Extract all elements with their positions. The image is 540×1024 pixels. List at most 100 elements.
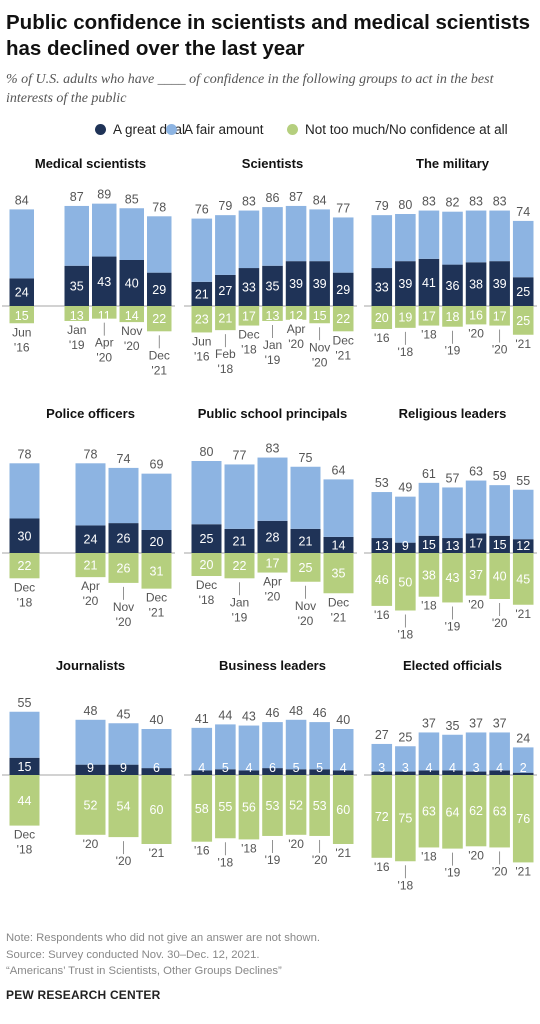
bar-not-too-much bbox=[191, 775, 213, 842]
great-deal-label: 3 bbox=[473, 761, 480, 775]
bar-not-too-much bbox=[371, 553, 393, 606]
not-too-much-label: 17 bbox=[422, 309, 436, 323]
bar-great-deal bbox=[108, 764, 139, 775]
great-deal-label: 28 bbox=[266, 530, 280, 544]
tick-label: Nov bbox=[309, 340, 330, 354]
total-label: 48 bbox=[84, 704, 98, 718]
tick-label: Jan bbox=[230, 595, 249, 609]
bar-not-too-much bbox=[75, 553, 106, 578]
total-label: 40 bbox=[150, 713, 164, 727]
total-label: 83 bbox=[266, 442, 280, 456]
not-too-much-label: 60 bbox=[150, 803, 164, 817]
chart-panel: Public school principals802520Dec'187721… bbox=[184, 406, 357, 628]
total-label: 48 bbox=[289, 704, 303, 718]
bar-great-deal bbox=[147, 272, 172, 306]
tick-label: '16 bbox=[194, 349, 210, 363]
total-label: 43 bbox=[242, 710, 256, 724]
total-label: 55 bbox=[516, 474, 530, 488]
bar-great-deal bbox=[224, 528, 255, 553]
bar-fair-amount bbox=[465, 480, 487, 534]
bar-not-too-much bbox=[442, 306, 463, 327]
bar-great-deal bbox=[371, 771, 393, 775]
bar-fair-amount bbox=[75, 463, 106, 526]
bar-great-deal bbox=[442, 264, 463, 306]
total-label: 84 bbox=[313, 193, 327, 207]
bar-not-too-much bbox=[395, 553, 416, 611]
great-deal-label: 5 bbox=[316, 761, 323, 775]
chart-panel: Journalists 55 15 44 Dec'18 48 9 52 '20 45 9 54 '20 4… bbox=[2, 658, 175, 868]
bar-great-deal bbox=[285, 769, 307, 775]
not-too-much-label: 38 bbox=[422, 568, 436, 582]
bar-not-too-much bbox=[332, 306, 354, 332]
total-label: 83 bbox=[422, 195, 436, 209]
small-multiples-svg: Medical scientists842415Jun'16873513Jan'… bbox=[2, 156, 537, 892]
tick-label: Dec bbox=[238, 328, 259, 342]
total-label: 84 bbox=[15, 193, 29, 207]
great-deal-label: 35 bbox=[70, 279, 84, 293]
tick-label: '21 bbox=[335, 348, 351, 362]
total-label: 44 bbox=[218, 708, 232, 722]
chart-panel: The military 79 33 20 '16 80 39 19 '18 83 41 17 '18 8… bbox=[364, 156, 537, 359]
panel-title: The military bbox=[416, 156, 490, 171]
tick-label: '18 bbox=[241, 841, 257, 855]
great-deal-label: 20 bbox=[150, 535, 164, 549]
bar-fair-amount bbox=[489, 732, 510, 771]
total-label: 24 bbox=[516, 731, 530, 745]
total-label: 59 bbox=[493, 469, 507, 483]
tick-label: '20 bbox=[116, 854, 132, 868]
tick-label: '19 bbox=[445, 619, 461, 633]
not-too-much-label: 45 bbox=[516, 572, 530, 586]
great-deal-label: 24 bbox=[84, 533, 98, 547]
bar-not-too-much bbox=[290, 553, 321, 582]
bar-fair-amount bbox=[309, 209, 330, 262]
bar-great-deal bbox=[285, 261, 307, 306]
panel-title: Public school principals bbox=[198, 406, 348, 421]
bar-fair-amount bbox=[191, 727, 213, 771]
bar-great-deal bbox=[512, 277, 534, 306]
great-deal-label: 43 bbox=[97, 275, 111, 289]
bar-fair-amount bbox=[238, 210, 260, 269]
legend-item-not-too-much: Not too much/No confidence at all bbox=[287, 122, 508, 137]
tick-label: Nov bbox=[295, 599, 316, 613]
notes: Note: Respondents who did not give an an… bbox=[6, 930, 534, 980]
bar-not-too-much bbox=[465, 306, 487, 325]
chart-panel: Medical scientists842415Jun'16873513Jan'… bbox=[2, 156, 175, 377]
tick-label: Dec bbox=[149, 348, 170, 362]
total-label: 35 bbox=[446, 719, 460, 733]
not-too-much-label: 35 bbox=[332, 567, 346, 581]
bar-not-too-much bbox=[108, 775, 139, 838]
bar-great-deal bbox=[262, 265, 283, 306]
not-too-much-label: 25 bbox=[299, 561, 313, 575]
bar-fair-amount bbox=[371, 743, 393, 772]
bar-great-deal bbox=[141, 768, 172, 775]
tick-label: '18 bbox=[398, 345, 414, 359]
tick-label: '18 bbox=[199, 593, 215, 607]
bar-not-too-much bbox=[119, 306, 144, 323]
bar-fair-amount bbox=[512, 220, 534, 278]
bar-not-too-much bbox=[262, 306, 283, 321]
great-deal-label: 3 bbox=[402, 761, 409, 775]
total-label: 49 bbox=[398, 481, 412, 495]
charts-grid: Medical scientists 84 24 15 Jun '16 87 35 13 Jan '… bbox=[0, 148, 540, 928]
bar-not-too-much bbox=[224, 553, 255, 579]
not-too-much-label: 63 bbox=[493, 805, 507, 819]
bar-not-too-much bbox=[215, 306, 236, 331]
bar-fair-amount bbox=[332, 217, 354, 273]
tick-label: '20 bbox=[468, 326, 484, 340]
bar-not-too-much bbox=[9, 306, 34, 324]
not-too-much-label: 52 bbox=[289, 798, 303, 812]
great-deal-label: 5 bbox=[293, 761, 300, 775]
bar-fair-amount bbox=[395, 746, 416, 772]
tick-label: '20 bbox=[468, 598, 484, 612]
bar-not-too-much bbox=[108, 553, 139, 583]
tick-label: '18 bbox=[241, 343, 257, 357]
report-title-line: “Americans’ Trust in Scientists, Other G… bbox=[6, 965, 282, 977]
chart-panel: Religious leaders 53 13 46 '16 49 9 50 '18 61 15 38… bbox=[364, 406, 537, 642]
bar-not-too-much bbox=[442, 775, 463, 849]
bar-not-too-much bbox=[309, 306, 330, 324]
not-too-much-label: 15 bbox=[15, 309, 29, 323]
bar-not-too-much bbox=[371, 306, 393, 329]
not-too-much-label: 22 bbox=[233, 559, 247, 573]
bar-not-too-much bbox=[64, 306, 89, 321]
not-too-much-label: 21 bbox=[218, 312, 232, 326]
